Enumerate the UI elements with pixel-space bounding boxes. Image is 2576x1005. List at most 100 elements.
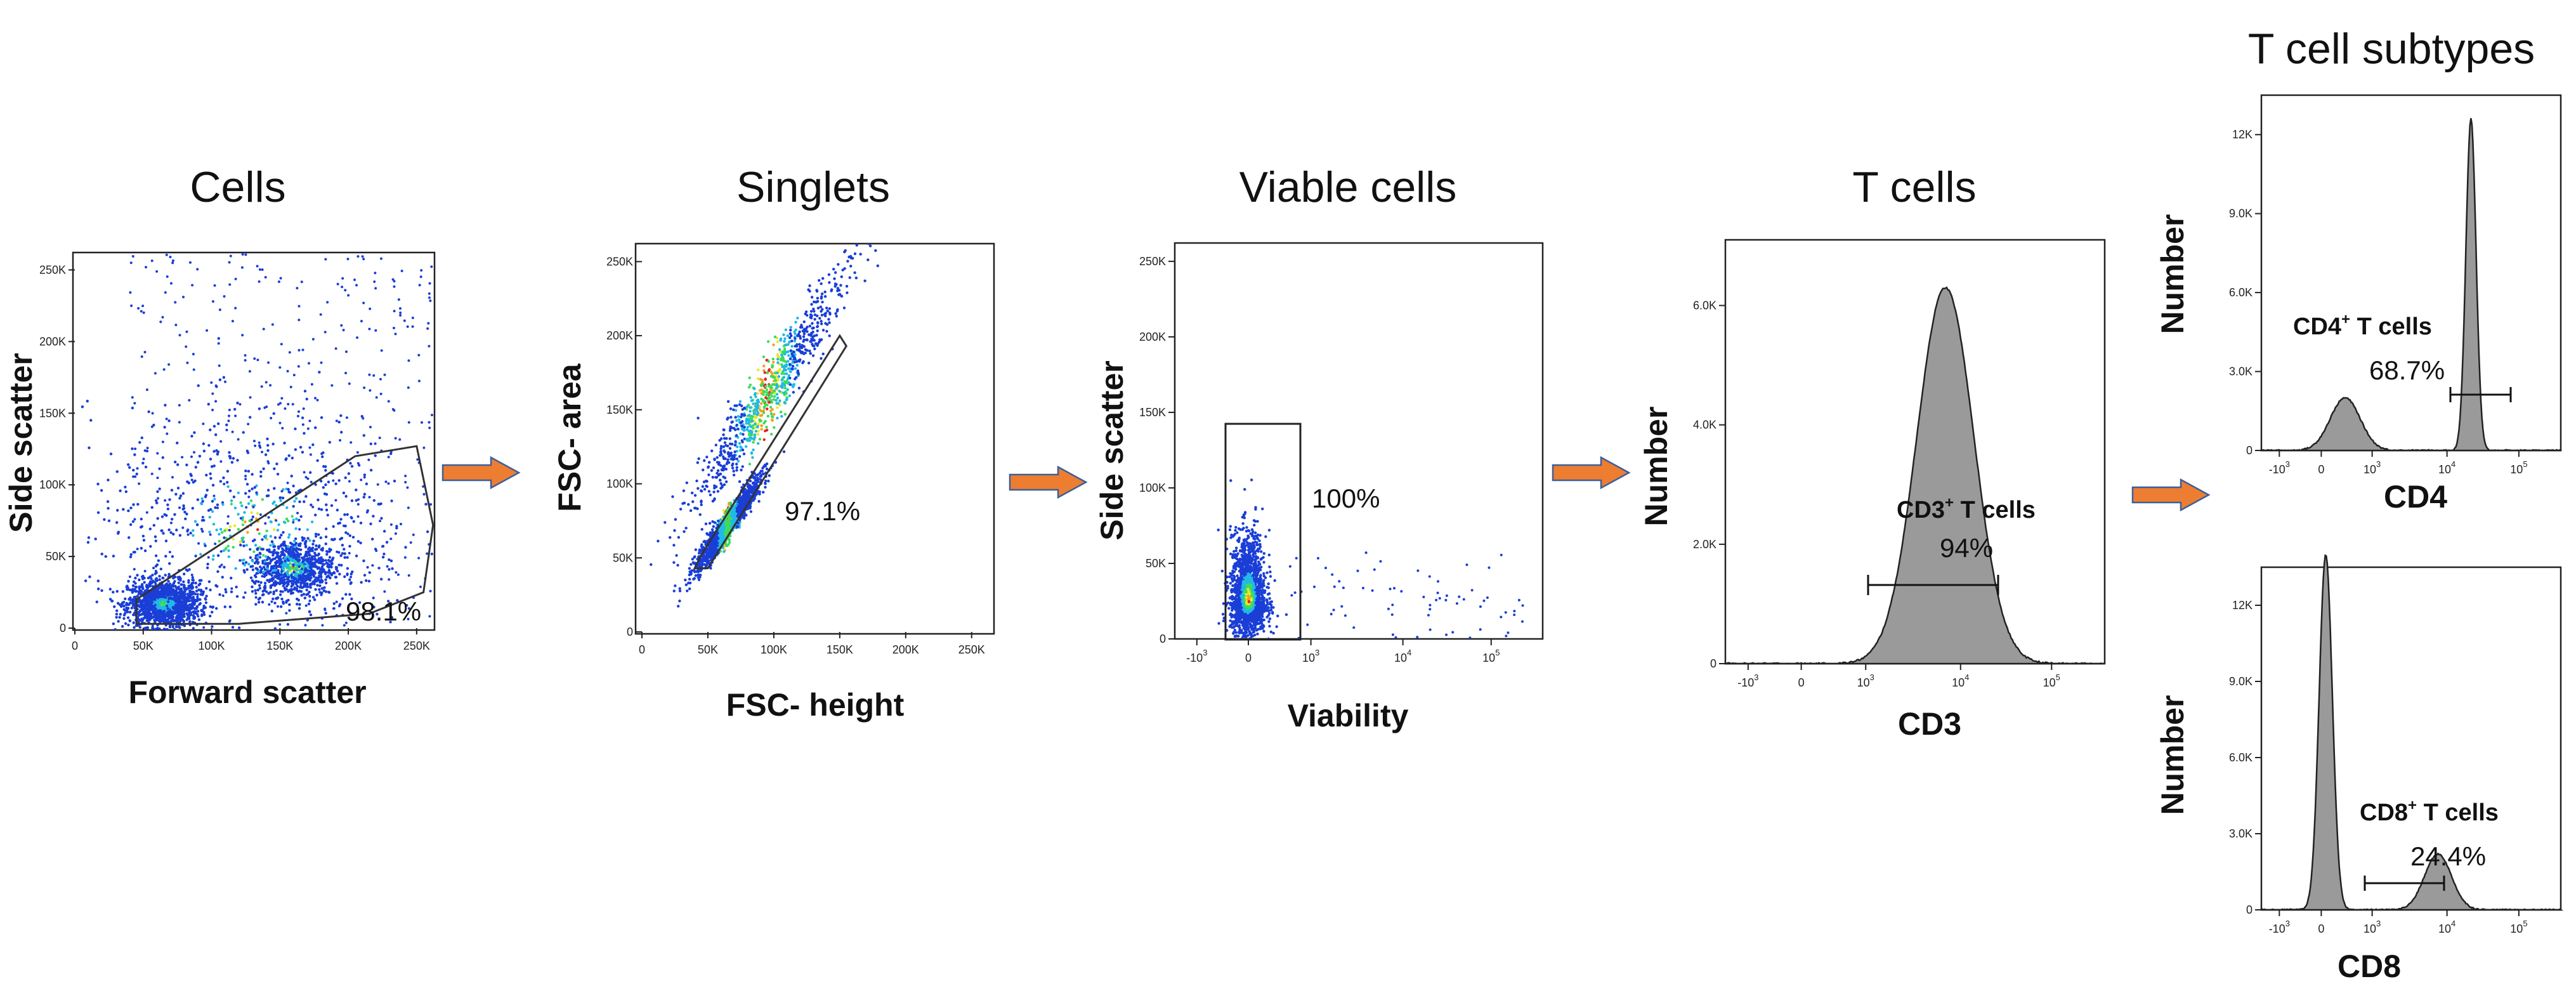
scatter-dot bbox=[270, 520, 273, 523]
scatter-dot bbox=[143, 449, 147, 452]
scatter-dot bbox=[164, 291, 167, 294]
scatter-dot bbox=[368, 327, 371, 331]
scatter-dot bbox=[387, 400, 390, 403]
scatter-dot bbox=[212, 424, 216, 428]
scatter-dot bbox=[215, 607, 218, 610]
scatter-dot bbox=[688, 570, 692, 574]
scatter-dot bbox=[231, 626, 235, 629]
scatter-dot bbox=[702, 540, 705, 544]
scatter-dot bbox=[332, 479, 335, 482]
scatter-dot bbox=[148, 575, 152, 579]
scatter-dot bbox=[192, 450, 195, 454]
scatter-dot bbox=[328, 639, 330, 641]
scatter-dot bbox=[176, 602, 180, 605]
scatter-dot bbox=[212, 464, 216, 468]
scatter-dot bbox=[303, 564, 306, 568]
plot-frame-cd4 bbox=[2260, 94, 2562, 452]
scatter-dot bbox=[130, 304, 133, 307]
scatter-dot bbox=[191, 506, 194, 510]
scatter-dot bbox=[133, 611, 136, 614]
scatter-dot bbox=[318, 588, 321, 591]
scatter-dot bbox=[298, 562, 301, 565]
scatter-dot bbox=[280, 573, 284, 577]
scatter-dot bbox=[330, 574, 334, 577]
scatter-dot bbox=[287, 545, 290, 548]
scatter-dot bbox=[317, 533, 320, 536]
scatter-points-singlets bbox=[650, 244, 879, 608]
scatter-dot bbox=[374, 287, 377, 290]
scatter-dot bbox=[182, 296, 185, 299]
scatter-dot bbox=[184, 608, 187, 611]
scatter-dot bbox=[107, 519, 111, 523]
scatter-dot bbox=[291, 583, 295, 586]
scatter-dot bbox=[134, 447, 137, 450]
scatter-dot bbox=[338, 572, 341, 576]
scatter-dot bbox=[251, 487, 254, 490]
scatter-dot bbox=[219, 528, 223, 531]
scatter-dot bbox=[304, 604, 308, 607]
scatter-dot bbox=[346, 574, 349, 577]
scatter-dot bbox=[341, 277, 344, 280]
scatter-dot bbox=[287, 535, 291, 539]
scatter-dot bbox=[335, 582, 339, 585]
scatter-dot bbox=[235, 586, 238, 589]
scatter-dot bbox=[407, 617, 410, 621]
scatter-dot bbox=[707, 555, 710, 558]
scatter-dot bbox=[141, 600, 145, 603]
scatter-dot bbox=[145, 616, 148, 620]
scatter-dot bbox=[688, 587, 691, 591]
scatter-dot bbox=[292, 563, 295, 567]
scatter-dot bbox=[259, 470, 263, 473]
scatter-dot bbox=[208, 614, 212, 618]
scatter-dot bbox=[145, 266, 148, 269]
scatter-dot bbox=[168, 498, 171, 501]
scatter-dot bbox=[204, 601, 208, 605]
scatter-dot bbox=[318, 581, 322, 584]
scatter-dot bbox=[761, 470, 764, 473]
scatter-dot bbox=[727, 543, 730, 546]
scatter-dot bbox=[265, 590, 268, 593]
scatter-dot bbox=[278, 580, 282, 584]
scatter-dot bbox=[294, 448, 297, 451]
scatter-dot bbox=[195, 586, 198, 589]
scatter-dot bbox=[228, 451, 231, 454]
scatter-dot bbox=[320, 452, 324, 456]
scatter-dot bbox=[86, 541, 90, 544]
scatter-dot bbox=[430, 414, 433, 417]
scatter-dot bbox=[244, 253, 247, 256]
scatter-dot bbox=[201, 499, 204, 503]
scatter-dot bbox=[178, 534, 182, 537]
scatter-dot bbox=[330, 504, 334, 507]
scatter-dot bbox=[346, 258, 350, 261]
scatter-dot bbox=[368, 496, 371, 499]
scatter-dot bbox=[678, 599, 681, 603]
scatter-dot bbox=[277, 569, 280, 572]
scatter-dot bbox=[299, 515, 303, 518]
scatter-dot bbox=[258, 546, 261, 549]
scatter-dot bbox=[283, 442, 286, 445]
scatter-dot bbox=[249, 396, 252, 399]
scatter-dot bbox=[736, 459, 740, 463]
scatter-dot bbox=[256, 358, 259, 362]
scatter-dot bbox=[356, 515, 360, 518]
scatter-dot bbox=[314, 483, 317, 486]
scatter-dot bbox=[311, 443, 315, 447]
scatter-dot bbox=[133, 598, 136, 601]
scatter-dot bbox=[267, 361, 270, 364]
scatter-dot bbox=[708, 522, 712, 525]
scatter-dot bbox=[174, 616, 178, 619]
scatter-dot bbox=[133, 518, 136, 521]
scatter-dot bbox=[338, 522, 342, 525]
scatter-dot bbox=[311, 570, 315, 574]
scatter-dot bbox=[164, 404, 167, 407]
scatter-dot bbox=[219, 480, 223, 483]
scatter-dot bbox=[733, 514, 736, 518]
scatter-dot bbox=[346, 556, 349, 559]
scatter-dot bbox=[164, 499, 167, 502]
scatter-dot bbox=[398, 438, 402, 441]
scatter-dot bbox=[308, 610, 311, 614]
scatter-dot bbox=[225, 428, 228, 431]
scatter-dot bbox=[156, 490, 159, 493]
scatter-dot bbox=[754, 487, 757, 490]
scatter-dot bbox=[699, 574, 702, 577]
